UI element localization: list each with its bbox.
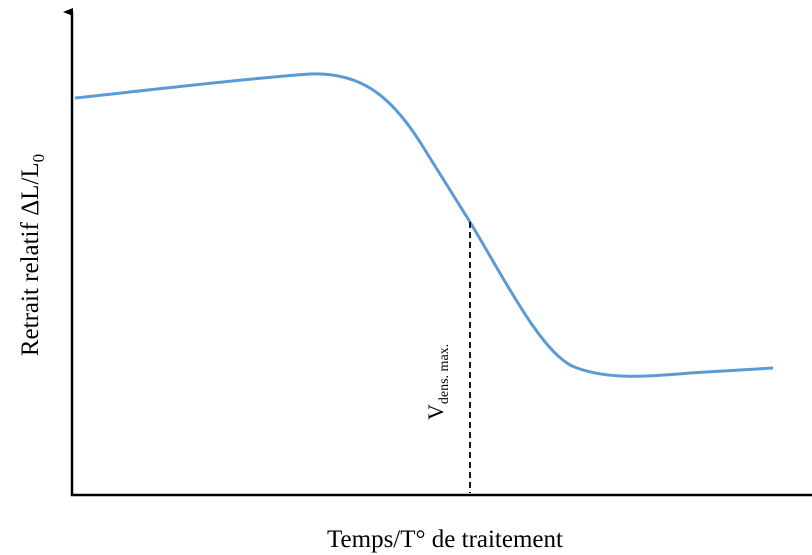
annotation-text: V — [423, 404, 448, 420]
x-axis-label: Temps/T° de traitement — [327, 526, 563, 553]
y-axis-label-subscript: 0 — [29, 154, 48, 163]
annotation: Vdens. max. — [423, 344, 452, 420]
annotation-subscript: dens. max. — [437, 344, 452, 404]
y-axis-label-text: Retrait relatif ΔL/L — [17, 162, 44, 356]
y-axis-label: Retrait relatif ΔL/L0 — [17, 154, 48, 356]
shrinkage-curve — [74, 72, 774, 378]
